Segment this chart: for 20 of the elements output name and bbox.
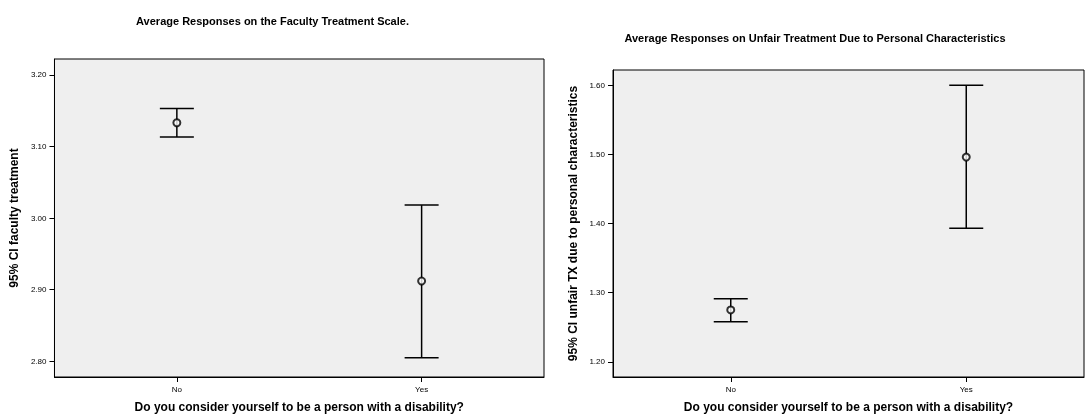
x-axis-title: Do you consider yourself to be a person with a disability? (134, 400, 464, 414)
x-tick-label: Yes (415, 384, 429, 394)
y-tick-label: 2.90 (30, 285, 48, 295)
y-tick-label: 3.20 (30, 70, 48, 80)
x-tick-label: No (725, 384, 737, 394)
y-tick-label: 1.40 (589, 219, 606, 228)
y-tick-label: 1.60 (589, 80, 606, 90)
x-tick-label: No (171, 384, 183, 394)
y-axis-title: 95% CI faculty treatment (7, 148, 21, 288)
y-tick-label: 1.20 (589, 357, 606, 367)
y-tick-label: 2.80 (30, 356, 48, 366)
chart-title: Average Responses on the Faculty Treatment Scale. (136, 14, 409, 27)
y-tick-label: 3.00 (30, 213, 48, 223)
y-tick-label: 3.10 (30, 141, 48, 151)
chart-title: Average Responses on Unfair Treatment Due to Personal Characteristics (624, 31, 1006, 44)
y-tick-label: 1.50 (589, 149, 606, 159)
x-axis-title: Do you consider yourself to be a person with a disability? (683, 400, 1014, 414)
y-axis-title: 95% CI unfair TX due to personal characteristics (565, 85, 580, 362)
x-tick-label: Yes (959, 384, 973, 394)
y-tick-label: 1.30 (589, 288, 606, 298)
